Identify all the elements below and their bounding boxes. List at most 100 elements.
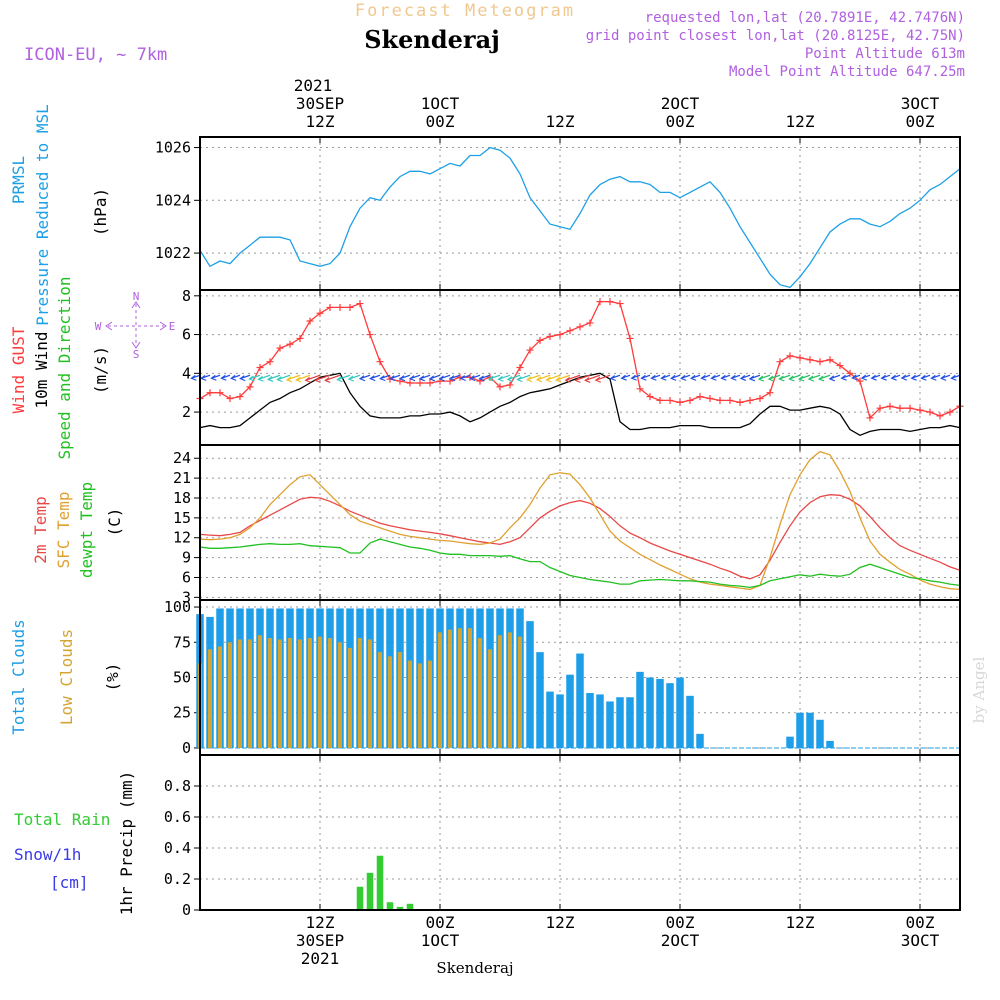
clouds-panel: 0 25 50 75 100 — [164, 598, 961, 757]
precip-frame — [199, 754, 961, 911]
wind-arrow-head — [516, 376, 523, 383]
gust-marker — [526, 346, 534, 354]
low-cloud-bar — [308, 638, 312, 748]
total-cloud-bar — [596, 694, 604, 748]
y-tick-label: 1026 — [155, 139, 191, 157]
gust-marker — [376, 358, 384, 366]
low-cloud-bar — [408, 660, 412, 748]
wind-panel: 2 4 6 8 — [182, 287, 964, 446]
wind-arrow-head — [487, 375, 495, 382]
wind-arrow-head — [828, 375, 836, 382]
gust-marker — [646, 393, 654, 401]
y-tick-label: 75 — [173, 633, 191, 651]
wind-arrow-head — [748, 375, 756, 382]
wind-arrow-head — [266, 375, 274, 382]
top-tick-label: 2OCT — [661, 94, 700, 113]
gust-marker — [586, 319, 594, 327]
bottom-tick-label: 3OCT — [901, 931, 940, 950]
wind-arrow-head — [497, 375, 504, 382]
low-cloud-bar — [518, 636, 522, 748]
wind-arrow-head — [700, 374, 707, 381]
wind-direction-arrow — [325, 374, 341, 381]
wind-direction-arrow — [779, 374, 791, 380]
wind-compass: N S W E — [95, 290, 176, 361]
wind-direction-arrow — [249, 374, 261, 380]
wind-arrow-head — [940, 374, 947, 381]
low-clouds-label: Low Clouds — [57, 629, 76, 725]
gust-marker — [516, 364, 524, 371]
precip-bar — [356, 886, 364, 910]
y-tick-label: 18 — [173, 489, 191, 507]
wind-arrow-head — [418, 375, 426, 382]
gust-marker — [666, 396, 674, 404]
t2m-label: 2m Temp — [31, 496, 50, 563]
wind-arrow-head — [778, 375, 785, 382]
temp-panel: 3 69 12 15 18 21 24 — [173, 444, 961, 606]
gust-marker — [786, 352, 794, 360]
total-rain-label: Total Rain — [14, 810, 110, 829]
wind-arrow-head — [526, 376, 533, 383]
gust-marker — [326, 303, 334, 311]
wind-arrow-head — [358, 375, 366, 382]
wind-arrow-head — [276, 376, 283, 383]
top-tick-label: 00Z — [426, 112, 455, 131]
total-cloud-bar — [676, 677, 684, 748]
wind-direction-arrow — [555, 374, 571, 381]
wind-direction-arrow — [488, 374, 501, 380]
bottom-tick-label: 12Z — [546, 913, 575, 932]
wind-arrow-head — [670, 374, 677, 381]
bottom-tick-label: 12Z — [786, 913, 815, 932]
wind-arrow-head — [930, 374, 937, 381]
wind-arrow-head — [347, 375, 355, 382]
gust-marker — [406, 379, 414, 387]
wind-arrow-head — [690, 374, 697, 381]
gust-marker — [506, 381, 514, 389]
gust-marker — [316, 309, 324, 317]
wind-arrow-head — [890, 374, 897, 381]
low-cloud-bar — [278, 639, 282, 748]
wind-direction-arrow — [439, 374, 451, 380]
wind-direction-arrow — [565, 374, 581, 381]
requested-coords: requested lon,lat (20.7891E, 42.7476N) — [645, 10, 965, 26]
gust-marker — [776, 358, 784, 366]
gust-marker — [606, 298, 614, 306]
wind-arrow-head — [379, 375, 386, 382]
model-name: ICON-EU, ~ 7km — [24, 45, 167, 65]
wind-arrow-head — [767, 375, 775, 382]
low-cloud-bar — [508, 632, 512, 748]
wind-arrow-head — [860, 374, 868, 381]
wind-direction-arrow — [498, 374, 511, 380]
total-cloud-bar — [636, 671, 644, 748]
y-tick-label: 21 — [173, 469, 191, 487]
precip-bar — [396, 906, 404, 910]
wind-arrow-head — [428, 375, 436, 382]
bottom-tick-label: 2021 — [301, 949, 340, 968]
bottom-tick-label: 30SEP — [296, 931, 344, 950]
low-cloud-bar — [488, 649, 492, 748]
top-tick-label: 12Z — [546, 112, 575, 131]
low-cloud-bar — [418, 663, 422, 748]
bottom-tick-label: 12Z — [306, 913, 335, 932]
wind-arrow-head — [757, 375, 765, 382]
gust-marker — [676, 398, 684, 406]
gust-marker — [796, 354, 804, 362]
wind-direction-arrow — [507, 374, 521, 381]
low-cloud-bar — [468, 628, 472, 748]
wind-direction-arrow — [798, 374, 811, 380]
total-cloud-bar — [796, 712, 804, 748]
wind-arrow-head — [248, 375, 255, 382]
wind-gust-label: Wind GUST — [9, 326, 28, 413]
top-tick-label: 1OCT — [421, 94, 460, 113]
precip-bar — [366, 872, 374, 910]
total-cloud-bar — [606, 701, 614, 748]
wind-arrow-head — [545, 376, 552, 383]
total-cloud-bar — [566, 674, 574, 748]
wind-direction-arrow — [258, 374, 271, 380]
wind-arrow-head — [788, 375, 795, 382]
total-cloud-bar — [826, 740, 834, 748]
chart-title: Forecast Meteogram — [355, 1, 575, 21]
low-cloud-bar — [358, 638, 362, 748]
low-cloud-bar — [248, 639, 252, 748]
total-cloud-bar — [686, 695, 694, 748]
